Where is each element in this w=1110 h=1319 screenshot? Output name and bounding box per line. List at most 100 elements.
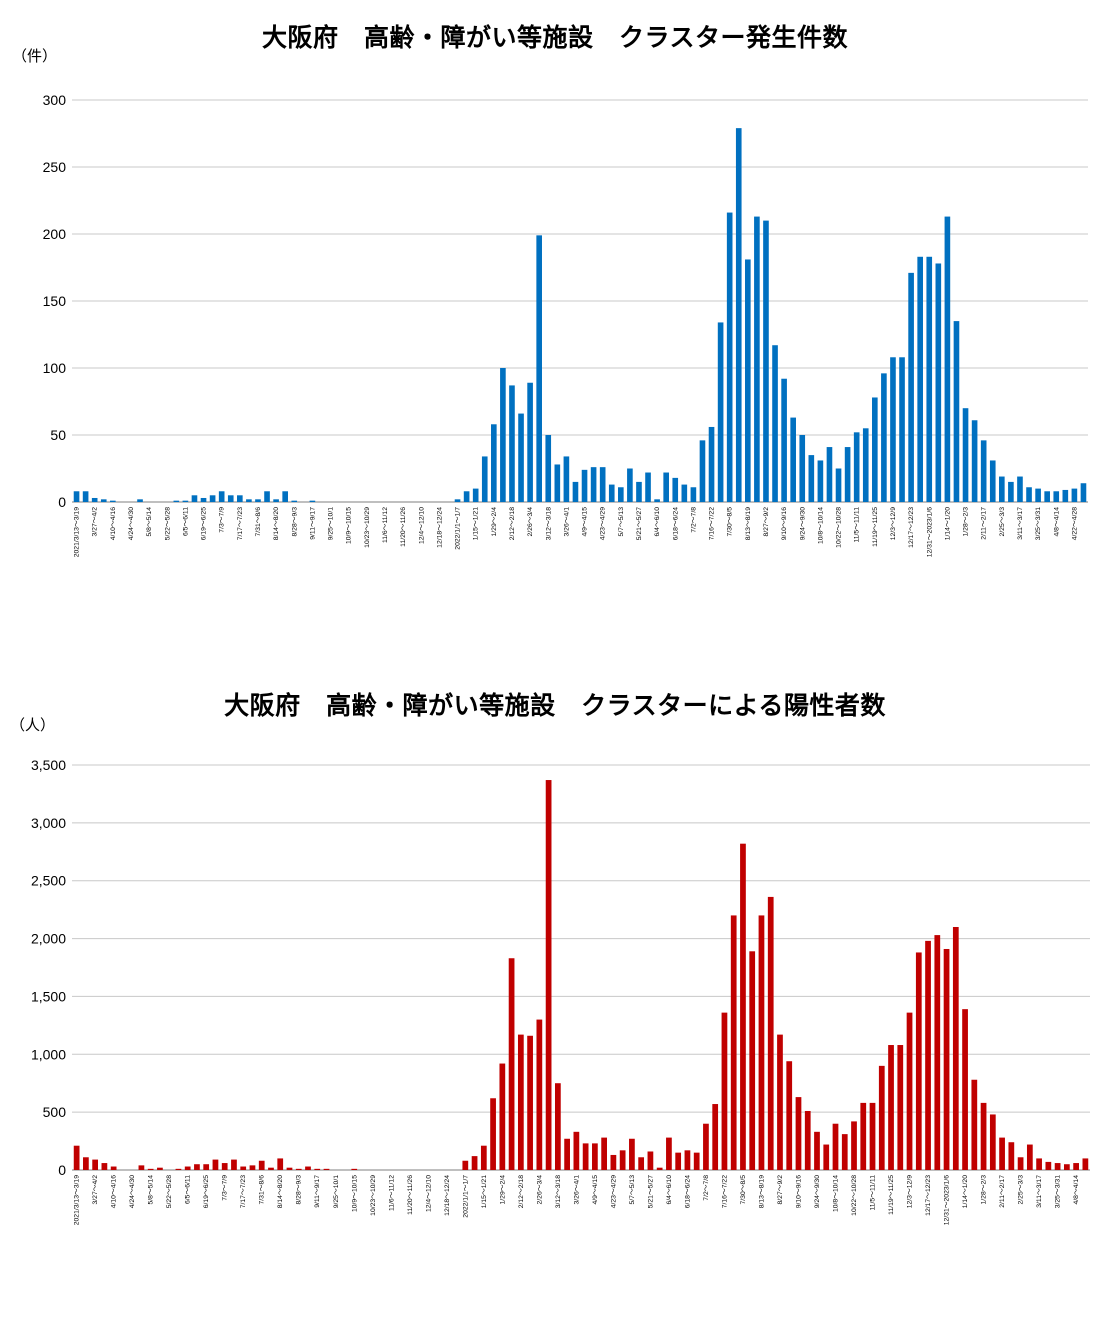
bar: [944, 216, 951, 502]
x-tick-label: 6/5～6/11: [185, 1175, 192, 1204]
bar: [83, 1157, 89, 1170]
bar: [971, 420, 978, 502]
x-tick-label: 1/14～1/20: [944, 507, 951, 540]
bar: [647, 1151, 654, 1170]
bar: [693, 1152, 700, 1170]
x-tick-label: 11/5～11/11: [870, 1175, 877, 1211]
bar: [203, 1164, 210, 1170]
bar: [1073, 1163, 1079, 1170]
x-tick-label: 4/24～4/30: [129, 1175, 136, 1208]
bar: [554, 1083, 561, 1170]
x-tick-label: 1/15～1/21: [481, 1175, 488, 1208]
bar: [862, 428, 869, 502]
x-tick-label: 10/9～10/15: [351, 1175, 358, 1212]
bar: [110, 500, 116, 502]
x-tick-label: 12/31～2023/1/6: [926, 507, 933, 557]
bar: [934, 935, 941, 1170]
x-tick-label: 4/8～4/14: [1073, 1175, 1080, 1205]
y-tick-label: 250: [43, 159, 67, 175]
chart-title: 大阪府 高齢・障がい等施設 クラスター発生件数: [261, 23, 848, 52]
x-tick-label: 12/17～12/23: [908, 507, 915, 548]
bar: [527, 1035, 533, 1170]
bar: [231, 1159, 237, 1170]
bar: [1036, 1158, 1042, 1170]
y-tick-label: 50: [50, 427, 66, 443]
bar: [749, 951, 756, 1170]
bar: [717, 322, 724, 502]
bar: [110, 1166, 117, 1170]
bar: [480, 1145, 487, 1170]
x-tick-label: 12/3～12/9: [907, 1175, 914, 1208]
y-tick-label: 2,000: [31, 931, 66, 947]
bar: [735, 128, 742, 502]
x-tick-label: 12/31～2023/1/6: [944, 1175, 951, 1225]
bar: [518, 413, 524, 502]
x-tick-label: 8/14～8/20: [277, 1175, 284, 1208]
bar: [73, 491, 80, 502]
bar: [844, 447, 851, 502]
bar: [582, 1143, 589, 1170]
x-tick-label: 6/18～6/24: [684, 1175, 691, 1208]
x-tick-label: 7/30～8/5: [740, 1175, 747, 1205]
x-tick-label: 7/3～7/9: [219, 507, 226, 533]
bar: [638, 1157, 645, 1170]
bar: [258, 1160, 265, 1170]
y-tick-label: 1,000: [31, 1046, 66, 1062]
x-tick-label: 12/4～12/10: [425, 1175, 432, 1212]
bar: [1054, 1163, 1061, 1170]
bar: [101, 1163, 108, 1170]
bar: [881, 373, 887, 502]
bar: [592, 1143, 598, 1170]
bar: [536, 1019, 543, 1170]
bar: [962, 1009, 968, 1170]
bar: [989, 1114, 996, 1170]
x-tick-label: 2/25～3/3: [999, 507, 1006, 537]
bar: [601, 1137, 608, 1170]
bar: [491, 424, 497, 502]
bar: [666, 1137, 672, 1170]
bar: [295, 1168, 302, 1170]
bar: [517, 1034, 524, 1170]
bar: [221, 1163, 228, 1170]
bar: [1053, 491, 1060, 502]
bar: [545, 435, 552, 502]
bar-plot: 0 500 1,000 1,500 2,000 2,500 3,000 3,500 2021/3…: [31, 757, 1090, 1225]
positive-cases-chart: 大阪府 高齢・障がい等施設 クラスターによる陽性者数 （人） 0 500 1,000…: [0, 668, 1110, 1308]
bar: [935, 263, 942, 502]
bar: [147, 1168, 154, 1170]
bar: [182, 500, 189, 502]
x-tick-label: 9/25～10/1: [333, 1175, 340, 1208]
x-tick-label: 11/19～11/25: [888, 1175, 895, 1215]
bar: [777, 1034, 783, 1170]
x-tick-label: 3/12～3/18: [555, 1175, 562, 1208]
x-tick-label: 7/31～8/6: [259, 1175, 266, 1205]
bar: [781, 378, 787, 502]
bar: [980, 440, 987, 502]
x-tick-label: 8/14～8/20: [273, 507, 280, 540]
x-tick-label: 1/28～2/3: [963, 507, 970, 537]
bar: [173, 500, 180, 502]
x-tick-label: 6/5～6/11: [182, 507, 189, 536]
bar: [472, 488, 479, 502]
x-tick-label: 3/25～3/31: [1035, 507, 1042, 540]
x-tick-label: 7/17～7/23: [240, 1175, 247, 1208]
bar: [314, 1168, 321, 1170]
bar: [572, 481, 579, 502]
bar: [989, 460, 996, 502]
bar: [1063, 1164, 1070, 1170]
x-tick-label: 2/11～2/17: [999, 1175, 1006, 1208]
x-tick-label: 6/18～6/24: [672, 507, 679, 540]
x-tick-label: 7/31～8/6: [255, 507, 262, 537]
bar: [249, 1165, 256, 1170]
x-tick-label: 10/8～10/14: [817, 507, 824, 544]
bar: [1044, 491, 1050, 502]
x-tick-label: 7/16～7/22: [721, 1175, 728, 1208]
bar: [690, 487, 697, 502]
bar: [758, 915, 765, 1170]
bar: [754, 216, 760, 502]
y-tick-label: 200: [43, 226, 67, 242]
bar: [481, 456, 488, 502]
bar: [745, 259, 751, 502]
x-tick-label: 1/29～2/4: [491, 507, 498, 537]
x-tick-label: 12/17～12/23: [925, 1175, 932, 1216]
